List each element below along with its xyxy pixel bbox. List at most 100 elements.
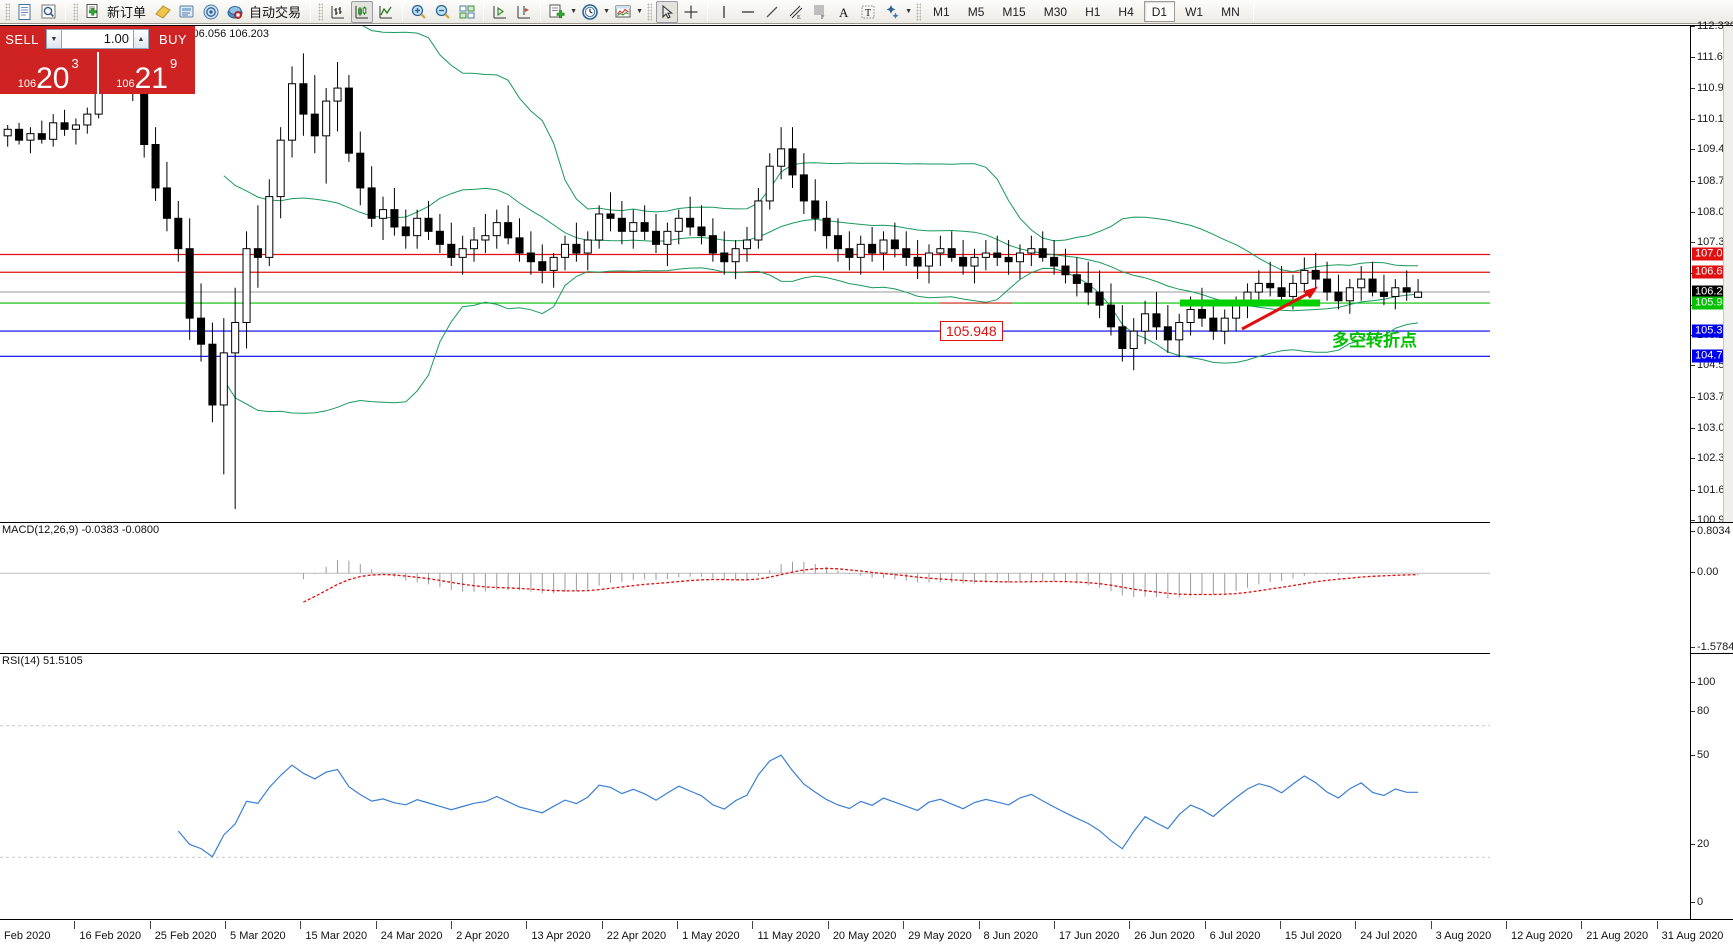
price-tag-horizontal-line[interactable]: 104.721	[1692, 349, 1733, 363]
time-tick: 29 May 2020	[903, 921, 972, 942]
new-order-label[interactable]: 新订单	[107, 5, 147, 20]
rsi-tick-80: 80	[1691, 705, 1709, 717]
time-tick: 8 Jun 2020	[978, 921, 1038, 942]
toolbar-separator	[707, 2, 709, 21]
timeframe-mn[interactable]: MN	[1221, 4, 1240, 19]
buy-price-prefix: 106	[116, 78, 135, 90]
sell-price-quote[interactable]: 106 20 3	[0, 52, 97, 94]
text-label-icon[interactable]: T	[857, 1, 879, 23]
macd-plot	[0, 560, 1490, 603]
volume-increase-button[interactable]: ▲	[133, 29, 149, 49]
toolbar-grip[interactable]	[916, 2, 922, 21]
time-tick: 16 Feb 2020	[74, 921, 142, 942]
timeframe-h4[interactable]: H4	[1118, 4, 1134, 19]
rsi-pane[interactable]: RSI(14) 51.5105	[0, 653, 1490, 920]
vertical-scrollbar[interactable]	[1723, 26, 1733, 920]
volume-stepper[interactable]: ▼ 1.00 ▲	[46, 29, 149, 49]
chart-shift-icon[interactable]	[513, 1, 535, 23]
macd-axis: 0.8034 0.00 -1.5784	[1690, 522, 1733, 653]
price-tag-horizontal-line[interactable]: 105.948	[1692, 296, 1733, 310]
chart-inspect-icon[interactable]	[38, 1, 60, 23]
cursor-arrow-icon[interactable]	[656, 0, 679, 23]
time-tick: 2 Apr 2020	[451, 921, 510, 942]
time-tick: 26 Jun 2020	[1129, 921, 1195, 942]
metaeditor-icon[interactable]	[152, 1, 174, 23]
svg-text:E: E	[797, 15, 801, 21]
indicators-icon[interactable]	[546, 1, 568, 23]
toolbar-separator	[65, 2, 66, 21]
time-tick: 15 Mar 2020	[300, 921, 368, 942]
line-chart-icon[interactable]	[375, 1, 397, 23]
toolbar-separator	[402, 2, 404, 21]
toolbar-grip[interactable]	[5, 2, 10, 21]
time-tick: 1 May 2020	[677, 921, 740, 942]
chevron-down-icon[interactable]: ▼	[603, 8, 610, 15]
toolbar-grip[interactable]	[318, 2, 324, 21]
price-tag-horizontal-line[interactable]: 106.658	[1692, 265, 1733, 279]
horizontal-line-icon[interactable]	[737, 1, 759, 23]
bar-chart-icon[interactable]	[327, 1, 349, 23]
timeframe-m30[interactable]: M30	[1043, 4, 1068, 19]
timeframe-d1[interactable]: D1	[1143, 1, 1176, 22]
toolbar-separator	[310, 2, 312, 21]
rsi-axis: 100 80 50 20 0	[1690, 653, 1733, 920]
new-order-icon[interactable]	[82, 1, 104, 23]
svg-text:T: T	[865, 8, 871, 19]
price-callout-annotation: 105.948	[940, 321, 1003, 341]
zoom-out-icon[interactable]	[432, 1, 454, 23]
autotrading-icon[interactable]	[224, 1, 246, 23]
time-tick: 24 Mar 2020	[375, 921, 443, 942]
timeframe-m1[interactable]: M1	[933, 4, 950, 19]
periods-clock-icon[interactable]	[579, 1, 601, 23]
tile-windows-icon[interactable]	[456, 1, 478, 23]
time-axis[interactable]: Feb 2020 16 Feb 2020 25 Feb 2020 5 Mar 2020…	[0, 919, 1733, 945]
buy-price-quote[interactable]: 106 21 9	[96, 52, 195, 95]
buy-price-pip: 9	[170, 56, 178, 71]
one-click-trading-panel[interactable]: SELL ▼ 1.00 ▲ BUY 106 20 3 106 21 9	[0, 26, 195, 94]
fibonacci-retracement-icon[interactable]: F	[809, 1, 831, 23]
time-tick: 21 Aug 2020	[1581, 921, 1649, 942]
volume-input[interactable]: 1.00	[62, 29, 133, 49]
shapes-icon[interactable]	[881, 1, 903, 23]
text-icon[interactable]: A	[833, 1, 855, 23]
trade-panel-top-row: SELL ▼ 1.00 ▲ BUY	[0, 26, 195, 52]
time-tick: 22 Apr 2020	[601, 921, 667, 942]
timeframe-m5[interactable]: M5	[967, 4, 985, 19]
price-tag-horizontal-line[interactable]: 107.067	[1692, 247, 1733, 261]
price-axis[interactable]: 112.330 111.610 110.910 110.190 109.490 108.7…	[1690, 20, 1733, 920]
price-tag-last-price[interactable]: 106.203	[1692, 285, 1733, 299]
timeframe-h1[interactable]: H1	[1085, 4, 1101, 19]
candlestick-chart-icon[interactable]	[351, 0, 374, 23]
equidistant-channel-icon[interactable]: E	[785, 1, 807, 23]
chevron-down-icon[interactable]: ▼	[905, 8, 912, 15]
macd-tick-min: -1.5784	[1691, 641, 1733, 653]
volume-decrease-button[interactable]: ▼	[46, 29, 62, 49]
timeframe-w1[interactable]: W1	[1185, 4, 1204, 19]
autotrading-label[interactable]: 自动交易	[249, 5, 302, 20]
auto-scroll-icon[interactable]	[489, 1, 511, 23]
rsi-tick-0: 0	[1691, 896, 1703, 908]
chevron-down-icon[interactable]: ▼	[636, 8, 643, 15]
crosshair-icon[interactable]	[680, 1, 702, 23]
strategy-tester-icon[interactable]	[176, 1, 198, 23]
macd-tick-zero: 0.00	[1691, 566, 1718, 578]
chinese-annotation-note: 多空转折点	[1332, 331, 1417, 351]
toolbar-separator	[483, 2, 485, 21]
vertical-line-icon[interactable]	[713, 1, 735, 23]
zoom-in-icon[interactable]	[408, 1, 430, 23]
toolbar-grip[interactable]	[647, 2, 653, 21]
timeframe-m15[interactable]: M15	[1002, 4, 1026, 19]
chevron-down-icon[interactable]: ▼	[570, 8, 577, 15]
price-tag-horizontal-line[interactable]: 105.302	[1692, 324, 1733, 338]
sell-button[interactable]: SELL	[5, 31, 39, 47]
trendline-icon[interactable]	[761, 1, 783, 23]
buy-button[interactable]: BUY	[159, 31, 187, 47]
time-tick: 25 Feb 2020	[149, 921, 217, 942]
signals-icon[interactable]	[200, 1, 222, 23]
toolbar-grip[interactable]	[73, 2, 78, 21]
templates-icon[interactable]	[612, 1, 634, 23]
new-chart-icon[interactable]	[14, 1, 36, 23]
buy-price-big: 21	[134, 62, 168, 95]
chart-window[interactable]: ▲ USDJPY-,Daily 106.079 106.498 106.056 …	[0, 20, 1733, 945]
macd-pane[interactable]: MACD(12,26,9) -0.0383 -0.0800	[0, 522, 1490, 652]
